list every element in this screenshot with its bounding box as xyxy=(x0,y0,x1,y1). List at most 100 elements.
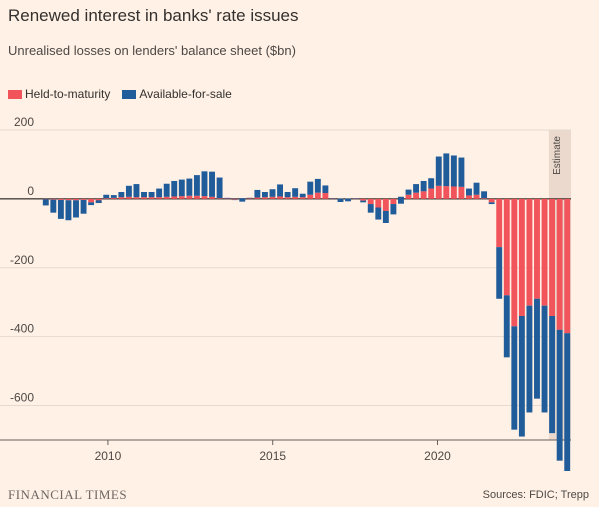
bar-htm xyxy=(518,198,525,316)
bar-htm xyxy=(224,198,231,200)
bar-afs xyxy=(367,204,374,213)
chart-title: Renewed interest in banks' rate issues xyxy=(8,6,299,25)
x-tick-label: 2015 xyxy=(259,449,286,463)
bar-htm xyxy=(549,198,556,316)
bar-afs xyxy=(511,326,518,430)
bar-htm xyxy=(307,194,314,199)
bar-afs xyxy=(246,197,253,199)
bar-afs xyxy=(481,191,488,199)
bar-afs xyxy=(224,197,231,199)
y-tick-label: 0 xyxy=(27,184,34,198)
bar-htm xyxy=(352,198,359,200)
bar-htm xyxy=(216,198,223,199)
bar-afs xyxy=(420,180,427,192)
bar-afs xyxy=(413,184,420,193)
chart-subtitle: Unrealised losses on lenders' balance sh… xyxy=(8,43,296,58)
bar-htm xyxy=(133,197,140,199)
bar-htm xyxy=(299,197,306,199)
bar-afs xyxy=(352,198,359,199)
bar-htm xyxy=(413,192,420,199)
bar-afs xyxy=(50,199,57,213)
y-tick-label: -200 xyxy=(10,253,34,267)
bar-afs xyxy=(503,295,510,358)
bar-htm xyxy=(246,197,253,199)
bar-afs xyxy=(330,198,336,199)
bar-htm xyxy=(156,197,163,199)
bar-htm xyxy=(254,197,261,199)
bar-htm xyxy=(526,198,533,306)
bar-htm xyxy=(277,196,283,199)
bar-afs xyxy=(322,185,329,194)
bar-htm xyxy=(428,188,435,199)
bar-htm xyxy=(390,198,397,205)
bar-htm xyxy=(110,197,117,199)
bar-afs xyxy=(65,200,72,221)
bar-afs xyxy=(435,156,442,186)
bar-htm xyxy=(118,197,125,199)
bar-afs xyxy=(473,182,480,195)
bar-htm xyxy=(50,198,57,200)
bar-afs xyxy=(239,198,246,202)
bar-htm xyxy=(443,186,450,199)
ft-brand-logo: FINANCIAL TIMES xyxy=(8,487,128,502)
bar-htm xyxy=(73,198,79,201)
bar-htm xyxy=(292,196,299,199)
bar-htm xyxy=(163,196,170,199)
bar-afs xyxy=(541,305,548,413)
bar-afs xyxy=(292,188,299,197)
bar-afs xyxy=(375,207,382,220)
bar-afs xyxy=(314,178,321,193)
bar-afs xyxy=(133,184,140,198)
bar-afs xyxy=(231,199,238,201)
bar-afs xyxy=(549,316,556,434)
bar-htm xyxy=(125,196,132,199)
bar-htm xyxy=(88,198,95,203)
bar-htm xyxy=(556,198,563,330)
bar-afs xyxy=(125,185,132,197)
bar-afs xyxy=(382,210,389,223)
bar-afs xyxy=(261,192,268,198)
bar-htm xyxy=(322,193,329,199)
bar-htm xyxy=(534,198,540,299)
bar-htm xyxy=(42,198,49,200)
bar-htm xyxy=(209,196,215,199)
bar-afs xyxy=(156,188,163,198)
legend-swatch-htm xyxy=(8,89,22,99)
bar-htm xyxy=(269,196,276,199)
bar-htm xyxy=(171,196,178,199)
bar-htm xyxy=(564,198,571,334)
bar-htm xyxy=(496,198,503,248)
bar-htm xyxy=(231,198,238,200)
x-tick-label: 2020 xyxy=(424,449,451,463)
x-tick-label: 2010 xyxy=(95,449,122,463)
bar-afs xyxy=(201,171,208,197)
bar-htm xyxy=(314,192,321,199)
bar-afs xyxy=(534,298,540,399)
source-note: Sources: FDIC; Trepp xyxy=(482,489,589,501)
bar-htm xyxy=(57,198,64,200)
bar-afs xyxy=(193,175,200,196)
bar-afs xyxy=(254,189,261,198)
bar-afs xyxy=(496,247,503,299)
bar-afs xyxy=(148,192,155,198)
bar-htm xyxy=(481,198,488,199)
bar-afs xyxy=(443,153,450,187)
bar-afs xyxy=(307,181,314,195)
bar-htm xyxy=(375,198,382,208)
bar-htm xyxy=(435,185,442,199)
bar-afs xyxy=(466,188,472,196)
bar-htm xyxy=(80,198,87,200)
bar-htm xyxy=(141,197,147,199)
bar-afs xyxy=(345,198,352,202)
bar-afs xyxy=(57,199,64,219)
bar-afs xyxy=(390,204,397,215)
bar-htm xyxy=(511,198,518,327)
bar-afs xyxy=(209,171,215,197)
bar-afs xyxy=(277,184,283,197)
bar-htm xyxy=(261,197,268,199)
bar-htm xyxy=(284,197,291,199)
bar-afs xyxy=(398,196,404,204)
bar-htm xyxy=(367,198,374,205)
bar-afs xyxy=(186,178,193,196)
legend: Held-to-maturity Available-for-sale xyxy=(8,87,244,101)
